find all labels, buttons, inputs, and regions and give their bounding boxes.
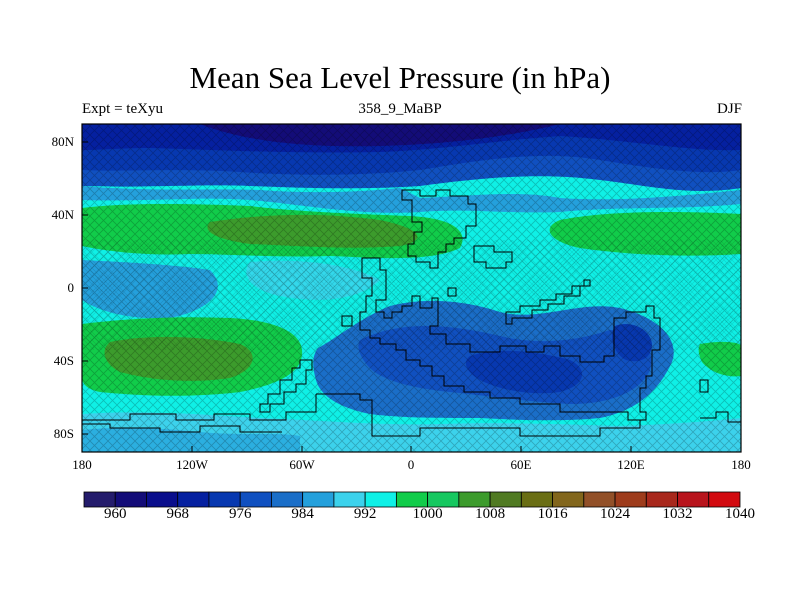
colorbar-swatch	[271, 491, 304, 508]
experiment-label: Expt = teXyu	[82, 101, 163, 117]
lon-label-180w: 180	[72, 457, 92, 472]
coastlines	[82, 189, 741, 437]
colorbar-tick-label: 1032	[662, 506, 693, 522]
colorbar-swatch	[583, 491, 616, 508]
colorbar-tick-label: 1016	[537, 506, 568, 522]
colorbar-swatch	[645, 491, 678, 508]
colorbar-swatch	[146, 491, 179, 508]
map-field	[82, 124, 741, 452]
colorbar-tick-label: 960	[103, 506, 127, 522]
colorbar-swatch	[302, 491, 335, 508]
lon-label-180e: 180	[731, 457, 751, 472]
colorbar-swatch	[708, 491, 741, 508]
colorbar-tick-label: 984	[291, 506, 314, 522]
colorbar-swatch	[177, 491, 210, 508]
lat-label-80s: 80S	[53, 426, 74, 441]
lat-label-0: 0	[67, 280, 75, 295]
colorbar-swatch	[552, 491, 585, 508]
colorbar-tick-label: 1000	[412, 506, 443, 522]
map-title: Mean Sea Level Pressure (in hPa)	[189, 60, 611, 95]
colorbar-tick-label: 976	[228, 506, 252, 522]
lat-label-40n: 40N	[51, 207, 74, 222]
time-period-label: 358_9_MaBP	[358, 101, 442, 117]
lon-label-60w: 60W	[289, 457, 315, 472]
lon-label-60e: 60E	[510, 457, 532, 472]
axis-ticks	[81, 141, 742, 452]
lat-label-80n: 80N	[51, 134, 74, 149]
colorbar-swatch	[395, 491, 429, 508]
colorbar-swatch	[458, 491, 491, 508]
colorbar-swatch	[427, 491, 460, 508]
colorbar-swatch	[114, 491, 147, 508]
colorbar-tick-label: 1024	[600, 506, 631, 522]
colorbar-swatch	[489, 491, 522, 508]
colorbar-tick-label: 992	[353, 506, 377, 522]
colorbar-swatch	[239, 491, 272, 508]
colorbar-swatch	[614, 491, 647, 508]
colorbar-swatch	[208, 491, 241, 508]
lon-label-120w: 120W	[176, 457, 208, 472]
colorbar-swatch	[333, 491, 366, 508]
lon-label-0: 0	[407, 457, 415, 472]
lat-label-40s: 40S	[53, 353, 74, 368]
colorbar-swatch	[83, 491, 116, 508]
colorbar-tick-label: 1040	[725, 506, 755, 522]
colorbar-swatch	[364, 491, 397, 508]
season-label: DJF	[716, 101, 742, 117]
colorbar-swatch	[520, 491, 553, 508]
colorbar-tick-label: 1008	[475, 506, 506, 522]
colorbar-tick-label: 968	[166, 506, 189, 522]
lon-label-120e: 120E	[617, 457, 645, 472]
colorbar-swatch	[677, 491, 710, 508]
